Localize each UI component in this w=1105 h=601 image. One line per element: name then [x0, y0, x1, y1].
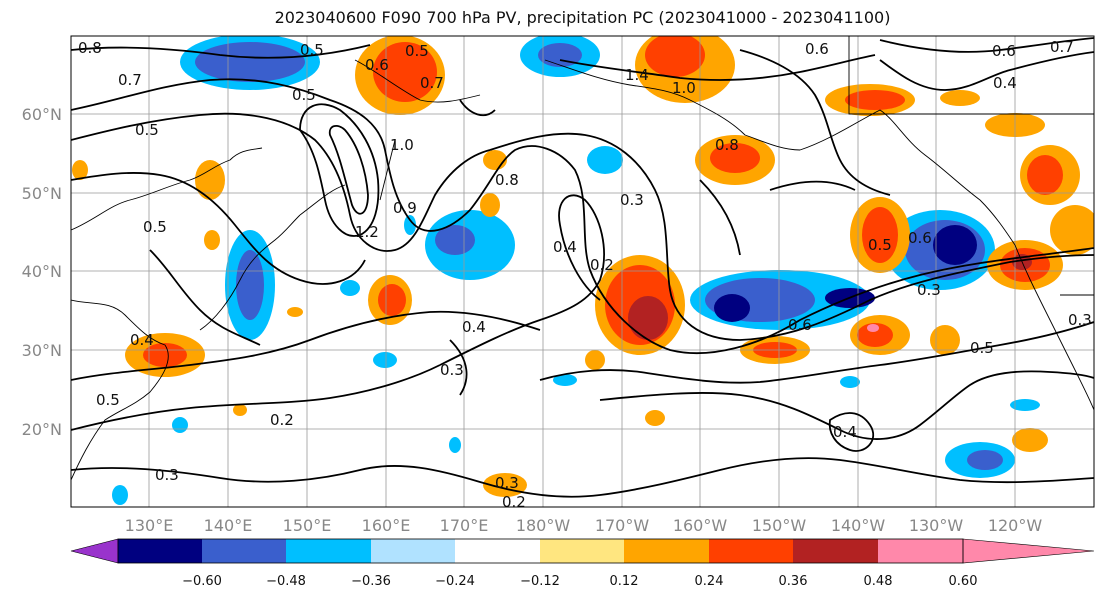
contour-label: 1.0 — [390, 136, 414, 154]
longitude-labels: 130°E 140°E 150°E 160°E 170°E 180°W 170°… — [125, 516, 1043, 535]
contour-label: 0.6 — [788, 316, 812, 334]
contour-label: 0.7 — [118, 71, 142, 89]
lon-label: 140°W — [831, 516, 886, 535]
coastlines — [71, 36, 1094, 481]
lon-label: 180°W — [516, 516, 571, 535]
colorbar-tick: −0.60 — [182, 574, 222, 589]
contour-label: 0.3 — [1068, 311, 1092, 329]
lon-label: 120°W — [988, 516, 1043, 535]
lon-label: 130°W — [909, 516, 964, 535]
map-title: 2023040600 F090 700 hPa PV, precipitatio… — [274, 8, 891, 27]
lon-label: 130°E — [125, 516, 174, 535]
colorbar-segment — [624, 539, 709, 563]
lat-label-20n: 20°N — [22, 420, 62, 439]
lon-label: 170°W — [595, 516, 650, 535]
contour-label: 0.6 — [992, 42, 1016, 60]
contour-label: 0.4 — [553, 238, 577, 256]
contour-label: 1.0 — [672, 79, 696, 97]
colorbar-tick: 0.24 — [695, 574, 724, 589]
contour-label: 0.5 — [405, 42, 429, 60]
positive-anomaly-areas — [72, 36, 1094, 497]
contour-label: 0.5 — [868, 236, 892, 254]
colorbar-ticks: −0.60 −0.48 −0.36 −0.24 −0.12 0.12 0.24 … — [182, 574, 977, 589]
colorbar-segment — [202, 539, 286, 563]
contour-label: 0.2 — [590, 256, 614, 274]
colorbar-segment — [286, 539, 371, 563]
pv-contours — [71, 37, 1094, 498]
contour-label: 0.2 — [270, 411, 294, 429]
contour-label: 0.4 — [130, 331, 154, 349]
contour-label: 0.9 — [393, 199, 417, 217]
contour-label: 0.7 — [420, 74, 444, 92]
colorbar-tick: −0.36 — [351, 574, 391, 589]
lon-label: 170°E — [440, 516, 489, 535]
colorbar-segment — [709, 539, 793, 563]
lon-label: 160°W — [673, 516, 728, 535]
negative-anomaly-areas — [112, 36, 1040, 505]
contour-label: 0.3 — [155, 466, 179, 484]
colorbar-extend-low — [70, 538, 119, 564]
contour-label: 0.3 — [917, 281, 941, 299]
contour-label: 0.8 — [78, 39, 102, 57]
precipitation-shading — [72, 36, 1094, 505]
lat-label-60n: 60°N — [22, 105, 62, 124]
contour-label: 0.4 — [462, 318, 486, 336]
contour-label: 1.4 — [625, 66, 649, 84]
colorbar-tick: 0.60 — [949, 574, 978, 589]
colorbar-tick: 0.36 — [779, 574, 808, 589]
contour-label: 0.8 — [715, 136, 739, 154]
colorbar: −0.60 −0.48 −0.36 −0.24 −0.12 0.12 0.24 … — [70, 538, 1095, 589]
contour-labels: 0.8 0.7 0.5 0.5 0.6 0.5 0.7 1.4 1.0 0.6 … — [78, 38, 1092, 511]
contour-label: 0.3 — [440, 361, 464, 379]
contour-label: 0.7 — [1050, 38, 1074, 56]
colorbar-segment — [540, 539, 624, 563]
contour-label: 0.6 — [908, 229, 932, 247]
contour-label: 0.3 — [495, 474, 519, 492]
colorbar-segment — [793, 539, 878, 563]
lon-label: 140°E — [204, 516, 253, 535]
contour-label: 0.6 — [365, 56, 389, 74]
contour-label: 0.5 — [300, 41, 324, 59]
colorbar-tick: −0.48 — [266, 574, 306, 589]
contour-label: 0.2 — [502, 493, 526, 511]
contour-label: 0.5 — [292, 86, 316, 104]
lon-label: 160°E — [362, 516, 411, 535]
contour-label: 0.3 — [620, 191, 644, 209]
colorbar-segment — [455, 539, 540, 563]
contour-label: 0.5 — [143, 218, 167, 236]
contour-label: 1.2 — [355, 223, 379, 241]
colorbar-segment — [371, 539, 455, 563]
contour-label: 0.8 — [495, 171, 519, 189]
lat-label-50n: 50°N — [22, 184, 62, 203]
latitude-labels: 60°N 50°N 40°N 30°N 20°N — [22, 105, 62, 439]
contour-label: 0.6 — [805, 40, 829, 58]
lon-label: 150°W — [752, 516, 807, 535]
contour-label: 0.5 — [970, 339, 994, 357]
contour-label: 0.5 — [135, 121, 159, 139]
contour-label: 0.4 — [993, 74, 1017, 92]
map-frame — [70, 35, 1095, 508]
colorbar-segment — [118, 539, 202, 563]
colorbar-tick: −0.12 — [520, 574, 560, 589]
colorbar-tick: −0.24 — [435, 574, 475, 589]
lat-label-30n: 30°N — [22, 341, 62, 360]
colorbar-extend-high — [962, 538, 1095, 564]
colorbar-segment — [878, 539, 963, 563]
colorbar-tick: 0.12 — [610, 574, 639, 589]
lat-label-40n: 40°N — [22, 262, 62, 281]
contour-label: 0.5 — [96, 391, 120, 409]
colorbar-tick: 0.48 — [864, 574, 893, 589]
contour-label: 0.4 — [833, 423, 857, 441]
lon-label: 150°E — [283, 516, 332, 535]
